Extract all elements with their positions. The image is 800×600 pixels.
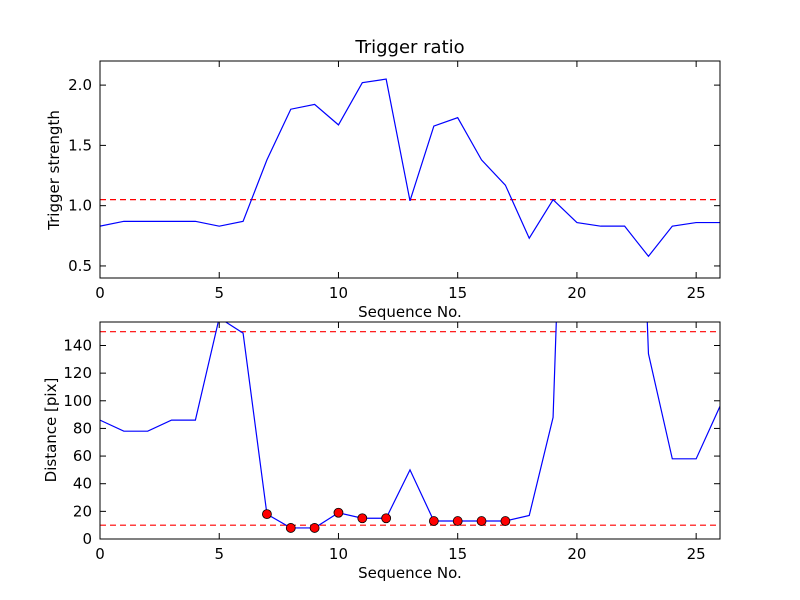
data-point	[476, 516, 487, 526]
plot-area-background	[100, 61, 720, 278]
y-tick-label: 120	[63, 364, 92, 382]
plot-frame	[99, 60, 721, 279]
data-point	[381, 513, 392, 524]
y-tick-label: 40	[73, 475, 92, 493]
y-tick-label: 0	[82, 530, 92, 548]
y-tick-label: 140	[63, 336, 92, 354]
x-tick-label: 25	[687, 284, 706, 302]
trigger-ratio-chart: 0 5 10 15 20 25 0.5 1.0 1.5 2.0 Trigger ratio Seq…	[45, 37, 721, 321]
y-tick-label: 20	[73, 502, 92, 520]
data-point	[309, 523, 320, 533]
chart-title: Trigger ratio	[354, 37, 464, 58]
y-tick-label: 2.0	[68, 76, 92, 94]
y-tick-label: 100	[63, 392, 92, 410]
data-point	[333, 507, 344, 518]
y-axis-label: Distance [pix]	[42, 378, 60, 483]
plot-area-background	[100, 322, 720, 539]
x-tick-label: 5	[214, 545, 224, 563]
y-tick-label: 1.0	[68, 197, 92, 215]
series-lines	[100, 322, 720, 529]
threshold-lines	[100, 331, 720, 526]
x-tick-label: 20	[567, 284, 586, 302]
series-line	[100, 78, 720, 258]
y-axis-label: Trigger strength	[45, 110, 63, 231]
plot-frame	[99, 321, 721, 540]
x-tick-label: 10	[329, 545, 348, 563]
x-tick-label: 5	[214, 284, 224, 302]
axis-ticks: 0 5 10 15 20 25 0 20 40 60 80 100 120 140	[63, 322, 720, 563]
axis-ticks: 0 5 10 15 20 25 0.5 1.0 1.5 2.0	[68, 61, 720, 302]
data-point	[357, 513, 368, 524]
x-axis-label: Sequence No.	[358, 564, 462, 582]
data-point	[452, 516, 463, 526]
x-tick-label: 15	[448, 545, 467, 563]
x-tick-label: 0	[95, 284, 105, 302]
y-tick-label: 60	[73, 447, 92, 465]
x-tick-label: 15	[448, 284, 467, 302]
y-tick-label: 80	[73, 419, 92, 437]
x-tick-label: 20	[567, 545, 586, 563]
data-point	[500, 516, 511, 526]
x-tick-label: 0	[95, 545, 105, 563]
y-tick-label: 0.5	[68, 257, 92, 275]
x-tick-label: 10	[329, 284, 348, 302]
y-tick-label: 1.5	[68, 136, 92, 154]
data-point	[285, 523, 296, 533]
data-point	[428, 516, 439, 526]
series-markers	[262, 507, 511, 533]
distance-chart: 0 5 10 15 20 25 0 20 40 60 80 100 120 140 Sequence No…	[42, 321, 721, 582]
series-lines	[100, 78, 720, 258]
data-point	[262, 509, 272, 520]
x-axis-label: Sequence No.	[358, 303, 462, 321]
x-tick-label: 25	[687, 545, 706, 563]
series-line	[100, 322, 720, 529]
